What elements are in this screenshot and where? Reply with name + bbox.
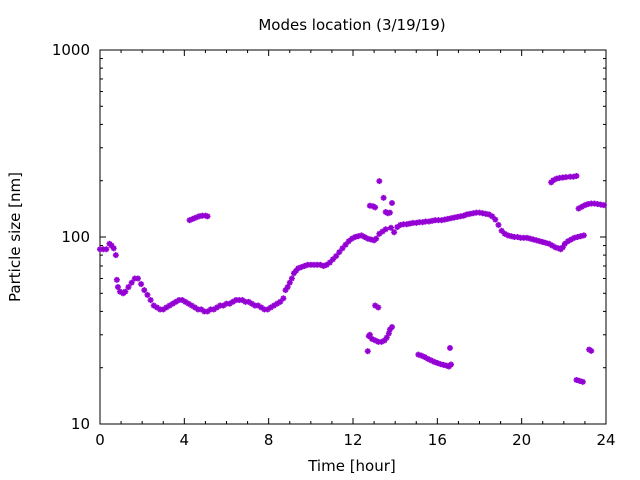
x-tick-label: 8 xyxy=(264,431,274,449)
data-point xyxy=(144,291,151,298)
data-points xyxy=(97,172,607,385)
data-point xyxy=(375,304,382,311)
data-point xyxy=(138,281,145,288)
x-tick-label: 12 xyxy=(343,431,362,449)
x-tick-label: 24 xyxy=(596,431,615,449)
plot-axes: 0 4 8 12 16 20 24 10 100 1000 xyxy=(52,41,616,449)
y-axis-label: Particle size [nm] xyxy=(6,172,24,302)
data-point xyxy=(113,276,120,283)
data-point xyxy=(366,331,373,338)
x-tick-label: 20 xyxy=(512,431,531,449)
data-point xyxy=(380,194,387,201)
data-point xyxy=(389,324,396,331)
data-point xyxy=(364,348,371,355)
data-point xyxy=(110,245,117,252)
data-point xyxy=(492,216,499,223)
data-point xyxy=(372,204,379,211)
data-point xyxy=(382,226,389,233)
data-point xyxy=(376,230,383,237)
data-point xyxy=(446,344,453,351)
data-point xyxy=(288,275,295,282)
data-point xyxy=(122,288,129,295)
data-point xyxy=(280,295,287,302)
data-point xyxy=(580,232,587,239)
data-point xyxy=(573,172,580,179)
data-point xyxy=(387,224,394,231)
data-point xyxy=(147,297,154,304)
data-point xyxy=(114,284,121,291)
data-point xyxy=(204,213,211,220)
y-tick-label: 1000 xyxy=(52,41,90,59)
data-point xyxy=(391,229,398,236)
data-point xyxy=(333,253,340,260)
y-tick-label: 100 xyxy=(61,228,90,246)
data-point xyxy=(579,378,586,385)
data-point xyxy=(389,199,396,206)
x-tick-label: 4 xyxy=(180,431,190,449)
x-tick-label: 0 xyxy=(95,431,105,449)
data-point xyxy=(128,279,135,286)
data-point xyxy=(588,347,595,354)
y-tick-label: 10 xyxy=(71,415,90,433)
data-point xyxy=(112,252,119,259)
data-point xyxy=(386,209,393,216)
data-point xyxy=(141,287,148,294)
x-axis-label: Time [hour] xyxy=(307,457,396,475)
data-point xyxy=(125,284,132,291)
data-point xyxy=(376,178,383,185)
chart-title: Modes location (3/19/19) xyxy=(258,16,445,34)
x-tick-label: 16 xyxy=(428,431,447,449)
data-point xyxy=(103,246,110,253)
data-point xyxy=(448,361,455,368)
data-point xyxy=(600,202,607,209)
data-point xyxy=(373,235,380,242)
data-point xyxy=(495,221,502,228)
data-point xyxy=(134,275,141,282)
